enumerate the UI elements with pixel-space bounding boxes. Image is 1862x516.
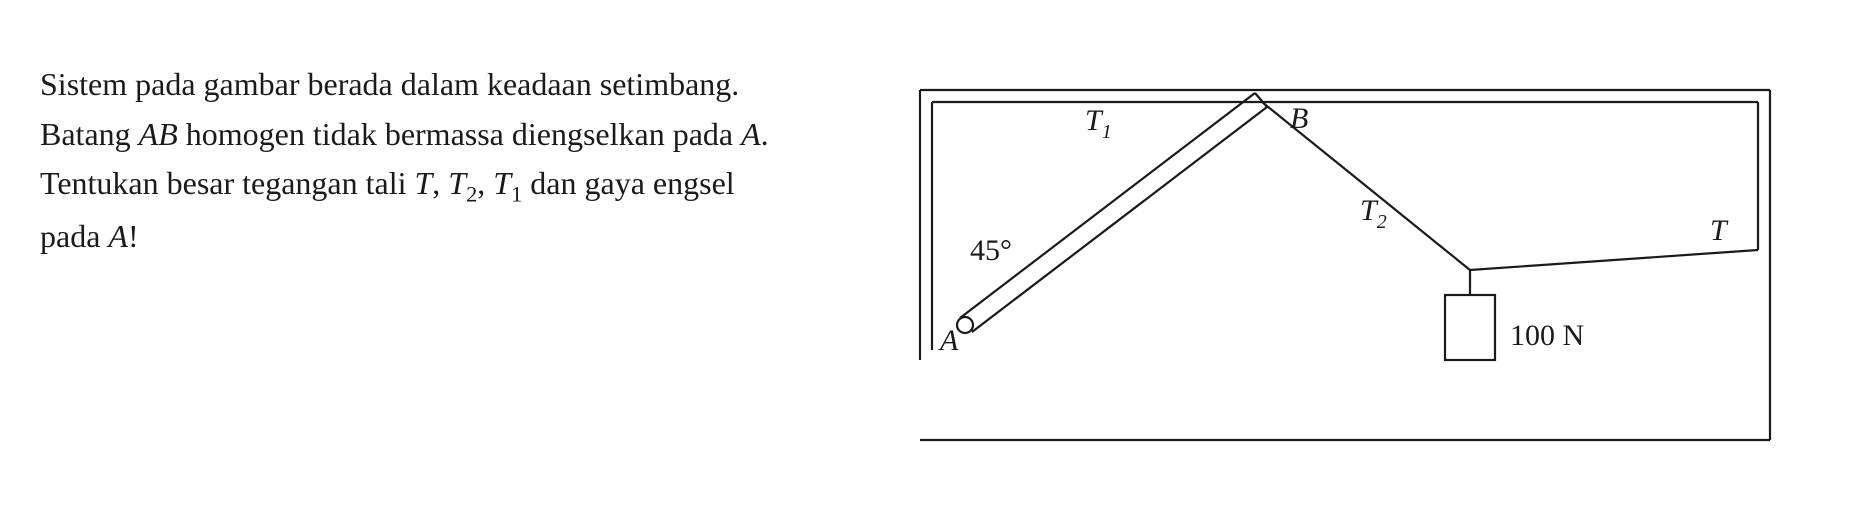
rod-AB: [960, 93, 1267, 332]
label-T: T: [1710, 214, 1729, 247]
sub-2: 2: [466, 182, 477, 207]
text-line-4a: pada: [40, 218, 108, 254]
sep-1: ,: [432, 165, 448, 201]
diagram-svg: 45° T1 B T2 T A 100 N: [910, 60, 1780, 460]
sub-1: 1: [511, 182, 522, 207]
var-T1: T: [493, 165, 511, 201]
text-line-4b: !: [128, 218, 139, 254]
label-angle: 45°: [970, 234, 1012, 267]
var-T: T: [415, 165, 433, 201]
text-line-2c: .: [761, 116, 769, 152]
label-A: A: [938, 324, 959, 357]
text-line-3a: Tentukan besar tegangan tali: [40, 165, 415, 201]
hinge-A: [957, 317, 973, 333]
var-A: A: [741, 116, 761, 152]
equilibrium-diagram: 45° T1 B T2 T A 100 N: [910, 60, 1780, 460]
text-line-2a: Batang: [40, 116, 139, 152]
var-T2: T: [448, 165, 466, 201]
rope-T: [1470, 250, 1758, 270]
var-AB: AB: [139, 116, 178, 152]
weight-box: [1445, 295, 1495, 360]
problem-text: Sistem pada gambar berada dalam keadaan …: [40, 60, 910, 460]
text-line-3b: dan gaya engsel: [522, 165, 734, 201]
sep-2: ,: [477, 165, 493, 201]
label-weight: 100 N: [1510, 319, 1584, 352]
frame: [920, 90, 1770, 440]
label-B: B: [1290, 102, 1308, 135]
text-line-2b: homogen tidak bermassa diengselkan pada: [178, 116, 741, 152]
text-line-1: Sistem pada gambar berada dalam keadaan …: [40, 66, 739, 102]
var-A-2: A: [108, 218, 128, 254]
label-T1: T1: [1085, 104, 1112, 143]
